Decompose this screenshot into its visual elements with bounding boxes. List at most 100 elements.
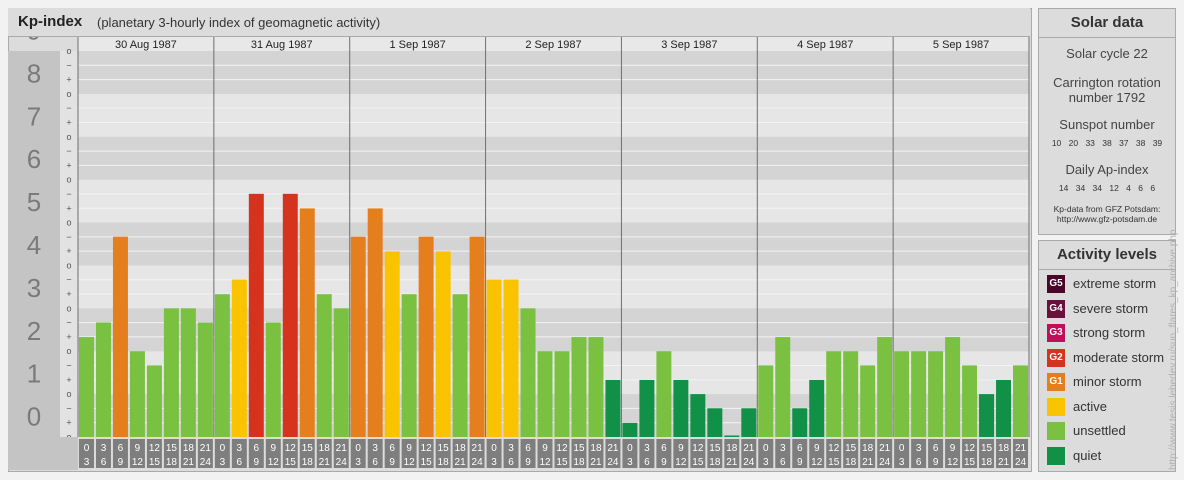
hour-tick-end: 12: [404, 457, 416, 468]
hour-tick-start: 21: [336, 443, 348, 454]
hour-tick-end: 12: [539, 457, 551, 468]
hour-cell: [724, 439, 740, 468]
kp-bar: [231, 279, 247, 437]
kp-bar: [928, 351, 944, 437]
sunspot-label: Sunspot number: [1059, 117, 1155, 132]
hour-tick-start: 6: [661, 443, 667, 454]
hour-tick-end: 24: [200, 457, 212, 468]
hour-tick-end: 18: [845, 457, 857, 468]
hour-cell: [605, 439, 621, 468]
hour-tick-start: 21: [200, 443, 212, 454]
chart-title-bar: Kp-index (planetary 3-hourly index of ge…: [8, 8, 1030, 37]
hour-tick-end: 21: [726, 457, 738, 468]
hour-cell: [554, 439, 570, 468]
hour-tick-end: 9: [525, 457, 531, 468]
hour-cell: [775, 439, 791, 468]
hour-cell: [367, 439, 383, 468]
hour-tick-start: 9: [678, 443, 684, 454]
kp-bar: [588, 337, 604, 437]
hour-tick-end: 6: [916, 457, 922, 468]
hour-tick-end: 21: [319, 457, 331, 468]
hour-tick-end: 3: [355, 457, 361, 468]
hour-tick-start: 3: [237, 443, 243, 454]
hour-cell: [503, 439, 519, 468]
hour-cell: [316, 439, 332, 468]
hour-cell: [520, 439, 536, 468]
hour-cell: [384, 439, 400, 468]
hour-tick-start: 6: [525, 443, 531, 454]
hour-tick-start: 12: [149, 443, 161, 454]
hour-tick-start: 9: [950, 443, 956, 454]
kp-bar: [486, 279, 502, 437]
kp-bar: [537, 351, 553, 437]
kp-bar: [469, 236, 485, 437]
legend-swatch: G3: [1047, 324, 1065, 342]
hour-tick-start: 18: [862, 443, 874, 454]
sub-tick-band: [60, 51, 78, 437]
credit-url: http://www.tesis.lebedev.ru/sun_flares_k…: [1168, 229, 1179, 470]
hour-tick-start: 12: [285, 443, 297, 454]
hour-cell: [979, 439, 995, 468]
hour-tick-end: 3: [627, 457, 633, 468]
hour-tick-start: 18: [726, 443, 738, 454]
activity-levels-heading: Activity levels: [1039, 241, 1175, 270]
sub-tick-label: −: [66, 189, 71, 199]
hour-cell: [350, 439, 366, 468]
hour-tick-end: 15: [828, 457, 840, 468]
kp-bar: [724, 435, 740, 437]
chart-title: Kp-index: [18, 13, 83, 30]
hour-tick-start: 6: [254, 443, 260, 454]
kp-bar: [996, 379, 1012, 437]
hour-tick-start: 15: [981, 443, 993, 454]
hour-tick-end: 15: [964, 457, 976, 468]
sub-tick-label: −: [66, 146, 71, 156]
hour-cell: [877, 439, 893, 468]
hour-cell: [996, 439, 1012, 468]
day-label: 2 Sep 1987: [525, 39, 581, 51]
hour-tick-end: 15: [149, 457, 161, 468]
kp-bar: [962, 365, 978, 437]
source-note: Kp-data from GFZ Potsdam: http://www.gfz…: [1039, 204, 1175, 224]
hour-tick-end: 15: [285, 457, 297, 468]
kp-bar: [843, 351, 859, 437]
legend-label: minor storm: [1073, 374, 1142, 389]
hour-tick-end: 9: [661, 457, 667, 468]
kp-bar: [571, 337, 587, 437]
hour-cell: [928, 439, 944, 468]
hour-tick-end: 21: [590, 457, 602, 468]
hour-tick-start: 6: [389, 443, 395, 454]
legend-swatch: [1047, 397, 1065, 416]
hour-cell: [537, 439, 553, 468]
kp-bar: [809, 379, 825, 437]
hour-tick-start: 15: [573, 443, 585, 454]
hour-tick-end: 9: [389, 457, 395, 468]
hour-tick-end: 24: [336, 457, 348, 468]
hour-tick-start: 0: [84, 443, 90, 454]
hour-tick-end: 12: [132, 457, 144, 468]
sub-tick-label: −: [66, 275, 71, 285]
hour-tick-start: 0: [899, 443, 905, 454]
sub-tick-label: +: [66, 375, 71, 385]
sub-tick-label: +: [66, 117, 71, 127]
kp-bar: [639, 379, 655, 437]
hour-cell: [95, 439, 111, 468]
source-link[interactable]: http://www.gfz-potsdam.de: [1056, 214, 1158, 224]
kp-band: [78, 51, 1029, 94]
hour-tick-end: 6: [508, 457, 514, 468]
hour-tick-start: 0: [220, 443, 226, 454]
sub-tick-label: +: [66, 246, 71, 256]
hour-tick-end: 24: [607, 457, 619, 468]
hour-tick-end: 3: [899, 457, 905, 468]
hour-tick-start: 12: [964, 443, 976, 454]
hour-tick-end: 12: [811, 457, 823, 468]
kp-bar: [129, 351, 145, 437]
kp-bar: [605, 379, 621, 437]
solar-data-heading: Solar data: [1039, 9, 1175, 38]
kp-bar: [333, 308, 349, 437]
kp-bar: [418, 236, 434, 437]
y-tick-label: 0: [27, 402, 41, 432]
hour-tick-end: 18: [709, 457, 721, 468]
y-tick-label: 7: [27, 101, 41, 131]
kp-bar: [367, 208, 383, 437]
hour-cell: [843, 439, 859, 468]
